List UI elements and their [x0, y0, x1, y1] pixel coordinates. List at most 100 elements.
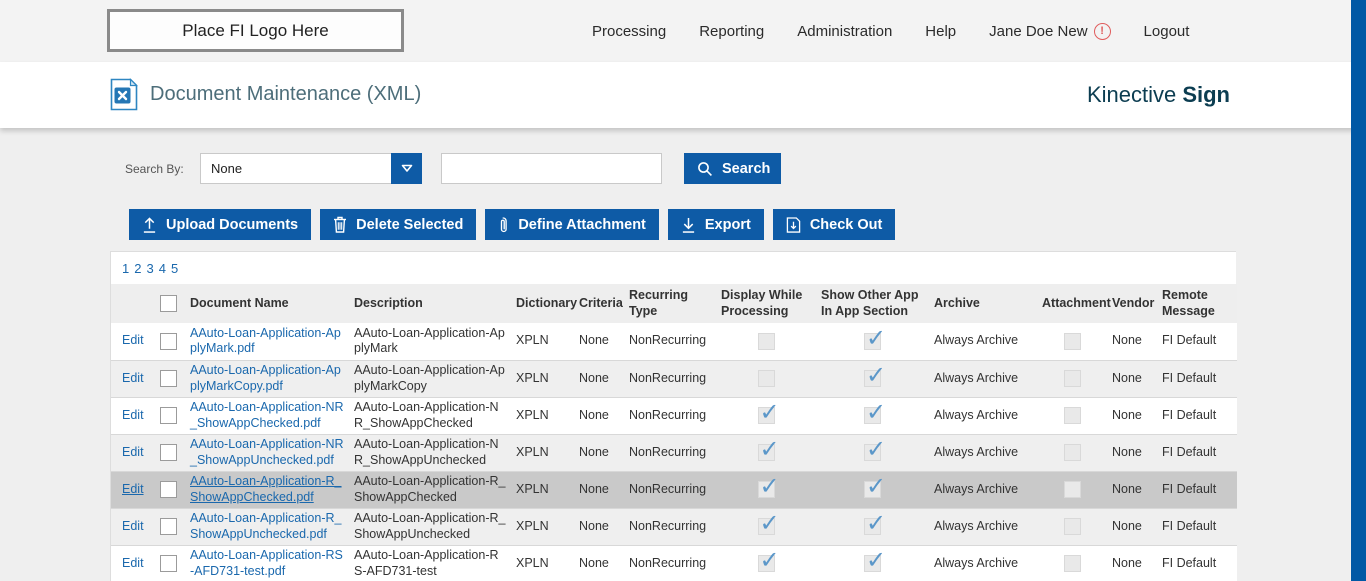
recurring-type-cell: NonRecurring [629, 444, 707, 459]
display-while-processing-checkbox [757, 546, 780, 576]
document-name-cell: AAuto-Loan-Application-ApplyMark.pdf [185, 323, 349, 360]
nav-reporting[interactable]: Reporting [699, 22, 765, 40]
vendor-cell: None [1112, 444, 1142, 459]
attachment-checkbox [1063, 518, 1081, 535]
page-link-5[interactable]: 5 [170, 261, 179, 276]
edit-cell: Edit [111, 397, 155, 434]
show-other-app-checkbox [864, 361, 886, 391]
export-label: Export [704, 216, 751, 233]
check-out-button[interactable]: Check Out [772, 209, 896, 240]
edit-cell: Edit [111, 545, 155, 581]
attachment-checkbox [1063, 332, 1081, 350]
nav-user[interactable]: Jane Doe New ! [989, 22, 1111, 40]
select-cell [155, 545, 185, 581]
edit-link[interactable]: Edit [122, 555, 144, 570]
document-name-link[interactable]: AAuto-Loan-Application-ApplyMarkCopy.pdf [190, 362, 341, 393]
display-while-processing-cell [716, 471, 816, 508]
document-table-body: Edit AAuto-Loan-Application-ApplyMark.pdf… [111, 323, 1237, 581]
brand-bold: Sign [1182, 82, 1230, 107]
vendor-cell: None [1112, 370, 1142, 385]
search-input[interactable] [441, 153, 662, 184]
description-cell: AAuto-Loan-Application-NR_ShowAppChecked [354, 399, 499, 430]
edit-link[interactable]: Edit [122, 407, 144, 422]
trash-icon [333, 216, 347, 233]
criteria-cell: None [579, 555, 609, 570]
criteria-cell: None [579, 481, 609, 496]
page-link-4[interactable]: 4 [158, 261, 166, 276]
table-row: Edit AAuto-Loan-Application-NR_ShowAppUnc… [111, 434, 1237, 471]
nav-administration[interactable]: Administration [797, 22, 893, 40]
top-bar: Place FI Logo Here Processing Reporting … [0, 0, 1366, 62]
table-header-row: Document Name Description Dictionary Cri… [111, 284, 1237, 323]
search-by-dropdown[interactable]: None [200, 153, 422, 184]
delete-selected-button[interactable]: Delete Selected [320, 209, 477, 240]
row-checkbox[interactable] [160, 407, 177, 424]
criteria-cell: None [579, 444, 609, 459]
vendor-cell: None [1112, 555, 1142, 570]
document-name-cell: AAuto-Loan-Application-ApplyMarkCopy.pdf [185, 360, 349, 397]
dictionary-cell: XPLN [516, 444, 549, 459]
attachment-checkbox [1063, 444, 1081, 461]
table-row: Edit AAuto-Loan-Application-RS-AFD731-tes… [111, 545, 1237, 581]
edit-link[interactable]: Edit [122, 481, 144, 496]
attachment-cell [1037, 323, 1107, 360]
page-link-2[interactable]: 2 [134, 261, 142, 276]
dictionary-cell: XPLN [516, 555, 549, 570]
page-link-1[interactable]: 1 [122, 261, 130, 276]
col-show-other-app: Show Other App In App Section [821, 287, 919, 318]
nav-help[interactable]: Help [925, 22, 957, 40]
show-other-app-checkbox [864, 435, 886, 465]
page-link-3[interactable]: 3 [146, 261, 154, 276]
show-other-app-checkbox [864, 546, 886, 576]
row-checkbox[interactable] [160, 332, 177, 350]
archive-cell: Always Archive [934, 481, 1019, 496]
select-cell [155, 508, 185, 545]
row-checkbox[interactable] [160, 555, 177, 572]
select-cell [155, 434, 185, 471]
show-other-app-cell [816, 323, 929, 360]
col-archive: Archive [934, 295, 980, 310]
document-name-link[interactable]: AAuto-Loan-Application-NR_ShowAppUncheck… [190, 436, 344, 467]
row-checkbox[interactable] [160, 481, 177, 498]
attachment-cell [1037, 471, 1107, 508]
attachment-checkbox [1063, 481, 1081, 498]
edit-column-header [111, 284, 155, 323]
document-name-cell: AAuto-Loan-Application-NR_ShowAppUncheck… [185, 434, 349, 471]
archive-cell: Always Archive [934, 444, 1019, 459]
display-while-processing-cell [716, 397, 816, 434]
document-name-link[interactable]: AAuto-Loan-Application-NR_ShowAppChecked… [190, 399, 344, 430]
nav-logout[interactable]: Logout [1143, 22, 1190, 40]
edit-link[interactable]: Edit [122, 370, 144, 385]
document-name-link[interactable]: AAuto-Loan-Application-ApplyMark.pdf [190, 325, 341, 356]
document-maintenance-icon [110, 78, 138, 111]
dictionary-cell: XPLN [516, 407, 549, 422]
define-attachment-button[interactable]: Define Attachment [485, 209, 659, 240]
select-all-checkbox[interactable] [160, 295, 177, 312]
user-name: Jane Doe New [989, 22, 1088, 40]
export-button[interactable]: Export [667, 209, 764, 240]
document-table-card: 1 2 3 4 5 Document Name Description Dict… [110, 251, 1237, 581]
col-description: Description [354, 295, 423, 310]
edit-link[interactable]: Edit [122, 333, 144, 348]
row-checkbox[interactable] [160, 444, 177, 461]
search-button[interactable]: Search [684, 153, 781, 184]
recurring-type-cell: NonRecurring [629, 518, 707, 533]
vendor-cell: None [1112, 407, 1142, 422]
upload-documents-button[interactable]: Upload Documents [129, 209, 312, 240]
row-checkbox[interactable] [160, 370, 177, 387]
table-row: Edit AAuto-Loan-Application-R_ShowAppUnch… [111, 508, 1237, 545]
nav-processing[interactable]: Processing [592, 22, 667, 40]
vertical-scrollbar[interactable] [1351, 0, 1366, 581]
document-name-cell: AAuto-Loan-Application-R_ShowAppUnchecke… [185, 508, 349, 545]
edit-link[interactable]: Edit [122, 518, 144, 533]
document-name-link[interactable]: AAuto-Loan-Application-R_ShowAppUnchecke… [190, 510, 342, 541]
recurring-type-cell: NonRecurring [629, 407, 707, 422]
document-name-link[interactable]: AAuto-Loan-Application-R_ShowAppChecked.… [190, 473, 342, 504]
show-other-app-cell [816, 545, 929, 581]
page-title: Document Maintenance (XML) [150, 83, 422, 105]
remote-message-cell: FI Default [1162, 333, 1217, 348]
edit-link[interactable]: Edit [122, 444, 144, 459]
document-name-cell: AAuto-Loan-Application-RS-AFD731-test.pd… [185, 545, 349, 581]
document-name-link[interactable]: AAuto-Loan-Application-RS-AFD731-test.pd… [190, 547, 343, 578]
row-checkbox[interactable] [160, 518, 177, 535]
